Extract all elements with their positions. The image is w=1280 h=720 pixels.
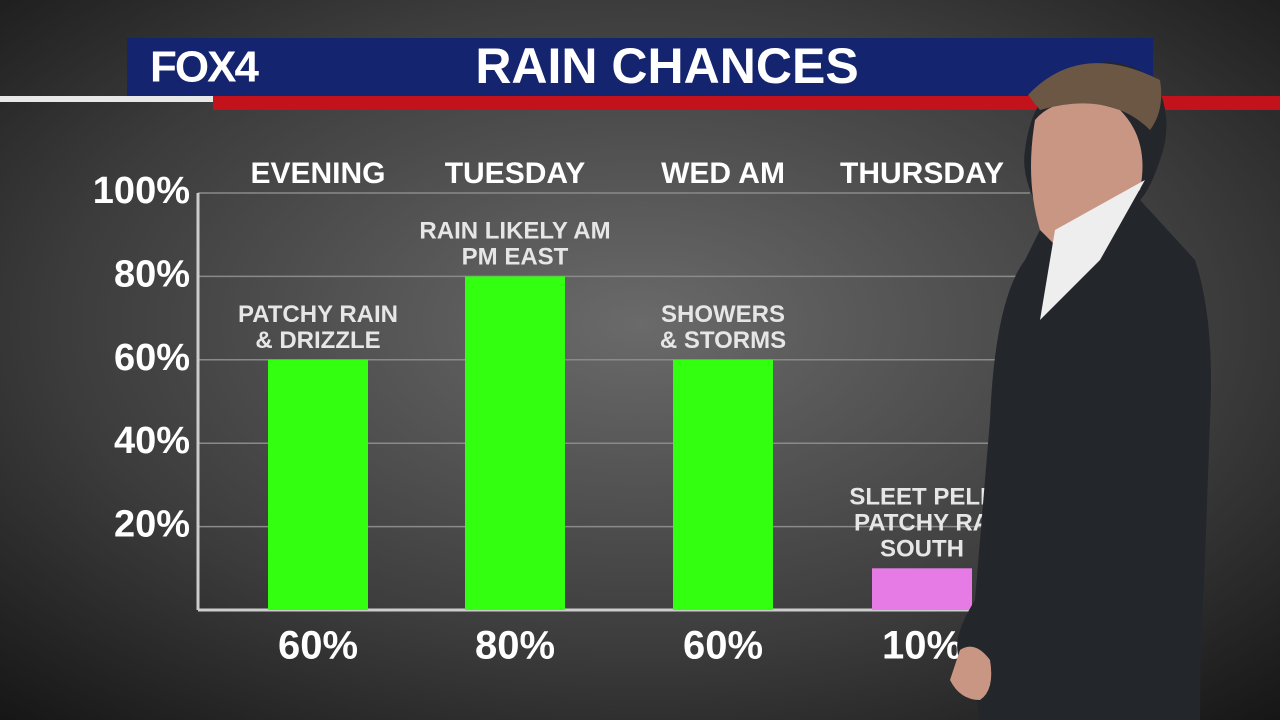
annotation: SHOWERS xyxy=(661,301,785,328)
annotation: & STORMS xyxy=(660,327,786,354)
value-label: 80% xyxy=(475,624,555,668)
header-band xyxy=(127,38,1153,98)
value-label: 10% xyxy=(882,624,962,668)
presenter-hair xyxy=(1028,63,1162,130)
value-label: 60% xyxy=(683,624,763,668)
presenter-shirt xyxy=(1040,180,1145,320)
annotation: & DRIZZLE xyxy=(255,327,380,354)
presenter-silhouette xyxy=(957,62,1211,720)
y-tick-label: 80% xyxy=(114,253,190,295)
presenter xyxy=(950,62,1211,720)
category-label: WED AM xyxy=(661,157,785,190)
presenter-face xyxy=(1031,102,1143,250)
category-label: EVENING xyxy=(250,157,385,190)
y-tick-label: 20% xyxy=(114,504,190,546)
annotation: PATCHY RAIN xyxy=(238,301,398,328)
logo: FOX4 xyxy=(150,43,259,92)
bar xyxy=(872,568,972,610)
value-label: 60% xyxy=(278,624,358,668)
y-tick-label: 60% xyxy=(114,337,190,379)
header-red-stripe xyxy=(213,96,1280,110)
annotation: SOUTH xyxy=(880,536,964,563)
plot-area: 20% 40% 60% 80% 100% EVENING 60% PATCHY RAIN& D… xyxy=(93,157,1030,668)
presenter-hand xyxy=(950,646,992,700)
header-white-stripe xyxy=(0,96,213,102)
annotation: PATCHY RA xyxy=(854,510,990,537)
bar xyxy=(465,276,565,610)
bar xyxy=(268,359,368,610)
chart-title: RAIN CHANCES xyxy=(475,38,858,94)
y-tick-label: 100% xyxy=(93,170,190,212)
y-tick-label: 40% xyxy=(114,420,190,462)
bar xyxy=(673,359,773,610)
annotation: PM EAST xyxy=(462,244,569,271)
annotation: RAIN LIKELY AM xyxy=(419,218,610,245)
category-label: TUESDAY xyxy=(445,157,586,190)
category-label: THURSDAY xyxy=(840,157,1004,190)
annotation: SLEET PELL xyxy=(849,484,994,511)
